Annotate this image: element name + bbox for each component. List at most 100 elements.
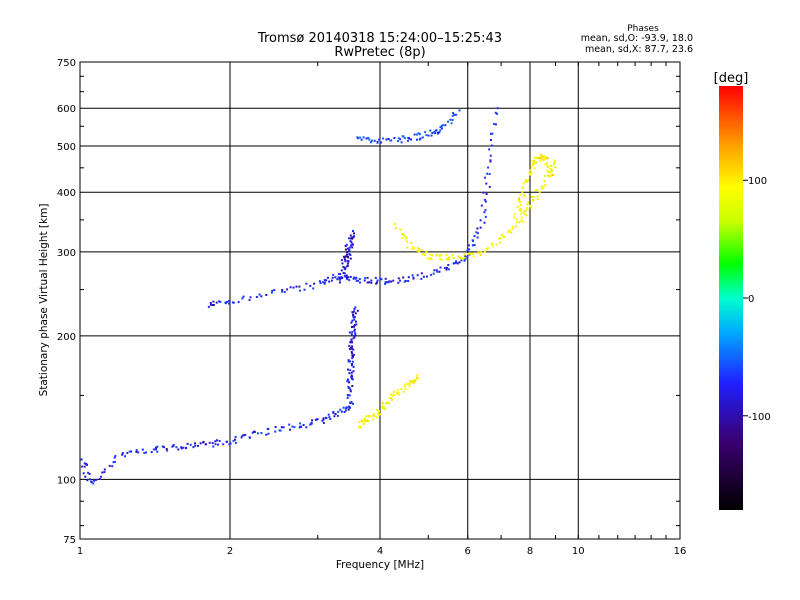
data-point bbox=[520, 212, 523, 215]
data-point bbox=[404, 388, 407, 391]
data-point bbox=[391, 399, 393, 401]
data-point bbox=[84, 475, 87, 478]
data-point bbox=[204, 443, 207, 446]
data-point bbox=[346, 247, 349, 250]
data-point bbox=[393, 137, 396, 139]
data-point bbox=[363, 417, 366, 420]
data-point bbox=[471, 244, 474, 247]
data-point bbox=[422, 275, 425, 278]
data-point bbox=[152, 448, 155, 451]
data-point bbox=[87, 471, 90, 474]
data-point bbox=[436, 270, 439, 273]
data-point bbox=[544, 184, 547, 187]
data-point bbox=[161, 445, 164, 448]
data-point bbox=[550, 169, 553, 172]
data-point bbox=[473, 235, 476, 238]
grid-lines bbox=[80, 62, 680, 539]
data-point bbox=[542, 154, 545, 157]
x-tick-label: 1 bbox=[77, 546, 83, 557]
data-point bbox=[538, 190, 541, 193]
data-point bbox=[406, 240, 408, 243]
data-point bbox=[372, 418, 375, 421]
data-point bbox=[540, 185, 543, 188]
data-point bbox=[353, 325, 355, 328]
data-point bbox=[536, 157, 539, 160]
y-tick-label: 75 bbox=[63, 535, 76, 546]
data-point bbox=[513, 216, 516, 219]
data-point bbox=[350, 338, 353, 341]
data-point bbox=[351, 246, 354, 249]
data-point bbox=[177, 448, 180, 451]
data-point bbox=[302, 424, 305, 426]
data-point bbox=[416, 138, 418, 141]
data-point bbox=[216, 439, 218, 442]
data-point bbox=[383, 407, 386, 410]
data-point bbox=[420, 272, 423, 275]
data-point bbox=[538, 157, 541, 159]
data-point bbox=[483, 198, 486, 201]
data-point bbox=[458, 109, 461, 112]
data-point bbox=[135, 450, 138, 453]
data-point bbox=[522, 182, 525, 185]
data-point bbox=[413, 133, 416, 136]
data-point bbox=[343, 256, 346, 259]
data-point bbox=[370, 281, 373, 284]
data-point bbox=[410, 138, 413, 141]
data-point bbox=[527, 179, 530, 182]
y-tick-label: 300 bbox=[57, 248, 76, 259]
data-point bbox=[455, 113, 458, 116]
colorbar bbox=[719, 86, 743, 510]
data-point bbox=[351, 331, 354, 334]
data-point bbox=[511, 226, 514, 229]
data-point bbox=[534, 189, 537, 192]
data-point bbox=[549, 168, 552, 171]
data-point bbox=[358, 420, 361, 423]
data-point bbox=[435, 253, 438, 256]
data-point bbox=[544, 175, 547, 178]
data-point bbox=[351, 375, 354, 378]
data-point bbox=[368, 281, 371, 284]
data-point bbox=[507, 231, 510, 234]
data-point bbox=[334, 276, 337, 279]
data-point bbox=[202, 440, 205, 443]
data-point bbox=[430, 273, 433, 276]
data-point bbox=[350, 350, 353, 353]
data-point bbox=[354, 277, 357, 280]
data-point bbox=[389, 139, 392, 142]
data-point bbox=[348, 387, 351, 390]
data-point bbox=[88, 472, 91, 475]
data-point bbox=[212, 445, 215, 448]
data-point bbox=[399, 228, 402, 231]
data-point bbox=[519, 209, 522, 211]
data-point bbox=[488, 148, 491, 151]
data-point bbox=[449, 118, 452, 121]
data-point bbox=[522, 211, 525, 213]
data-point bbox=[108, 464, 111, 467]
data-point bbox=[549, 171, 551, 174]
data-point bbox=[352, 277, 355, 280]
data-point bbox=[426, 257, 429, 260]
data-point bbox=[128, 450, 131, 453]
data-point bbox=[327, 413, 330, 416]
data-point bbox=[516, 221, 518, 224]
data-point bbox=[526, 180, 529, 183]
data-point bbox=[420, 249, 423, 252]
data-point bbox=[281, 289, 284, 291]
data-point bbox=[543, 158, 546, 161]
data-point bbox=[350, 237, 352, 240]
data-point bbox=[546, 166, 549, 169]
data-point bbox=[378, 413, 380, 416]
data-point bbox=[344, 268, 347, 271]
data-point bbox=[351, 311, 354, 314]
data-point bbox=[405, 236, 408, 239]
data-point bbox=[197, 444, 199, 447]
data-point bbox=[343, 275, 346, 278]
data-point bbox=[303, 288, 306, 291]
data-point bbox=[298, 426, 301, 429]
data-point bbox=[425, 134, 428, 137]
data-point bbox=[524, 179, 527, 182]
data-point bbox=[388, 396, 391, 399]
data-point bbox=[349, 275, 352, 278]
data-point bbox=[472, 240, 475, 243]
data-point bbox=[476, 232, 479, 235]
